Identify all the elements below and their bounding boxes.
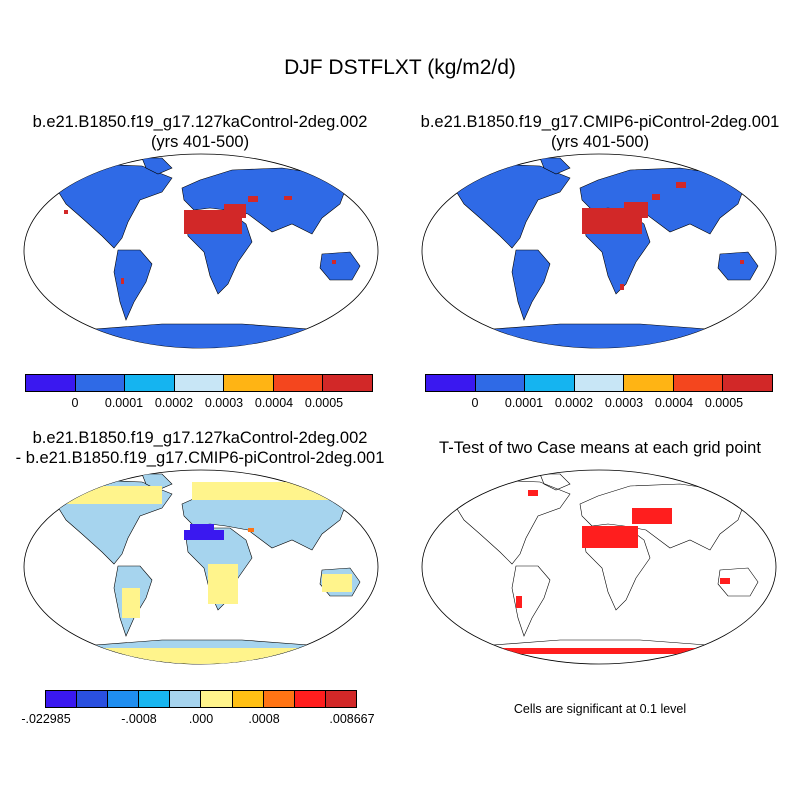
colorbar-panel3-swatch: [108, 691, 140, 707]
colorbar-panel3-label: .008667: [329, 712, 375, 726]
panel3-title-line2: - b.e21.B1850.f19_g17.CMIP6-piControl-2d…: [15, 449, 385, 467]
colorbar-panel2-swatch: [525, 375, 575, 391]
colorbar-panel2-label: 0.0004: [654, 396, 694, 410]
colorbar-panel1-label: 0.0002: [154, 396, 194, 410]
colorbar-panel3-swatch: [325, 691, 356, 707]
colorbar-panel1-label: 0: [71, 396, 79, 410]
colorbar-panel3-swatch: [201, 691, 233, 707]
colorbar-panel3-swatch: [294, 691, 326, 707]
colorbar-panel2-label: 0: [471, 396, 479, 410]
colorbar-panel1-swatch: [174, 375, 225, 391]
colorbar-panel1-swatch: [273, 375, 324, 391]
colorbar-panel2-swatch: [574, 375, 625, 391]
colorbar-panel3-label: .0008: [248, 712, 280, 726]
colorbar-panel3: [45, 690, 357, 708]
panel1-title-line2: (yrs 401-500): [150, 133, 250, 151]
colorbar-panel3-swatch: [263, 691, 295, 707]
panel1-title-line1: b.e21.B1850.f19_g17.127kaControl-2deg.00…: [32, 113, 368, 131]
colorbar-panel1-label: 0.0005: [304, 396, 344, 410]
colorbar-panel2-label: 0.0003: [604, 396, 644, 410]
colorbar-panel2-label: 0.0005: [704, 396, 744, 410]
colorbar-panel2-label: 0.0001: [504, 396, 544, 410]
colorbar-panel2-label: 0.0002: [554, 396, 594, 410]
panel1-title: b.e21.B1850.f19_g17.127kaControl-2deg.00…: [0, 112, 400, 152]
colorbar-panel2: [425, 374, 773, 392]
colorbar-panel1-swatch: [26, 375, 76, 391]
panel3-title-line1: b.e21.B1850.f19_g17.127kaControl-2deg.00…: [32, 429, 368, 447]
colorbar-panel3-label: -.022985: [21, 712, 71, 726]
figure-title: DJF DSTFLXT (kg/m2/d): [284, 56, 516, 79]
panel2-title-line1: b.e21.B1850.f19_g17.CMIP6-piControl-2deg…: [420, 113, 780, 131]
colorbar-panel1-label: 0.0003: [204, 396, 244, 410]
panel4-title: T-Test of two Case means at each grid po…: [400, 438, 800, 458]
colorbar-panel2-swatch: [624, 375, 674, 391]
colorbar-panel1-swatch: [75, 375, 126, 391]
significance-note: Cells are significant at 0.1 level: [513, 702, 687, 716]
map-panel3: [23, 469, 379, 665]
colorbar-panel3-swatch: [77, 691, 109, 707]
colorbar-panel2-swatch: [475, 375, 526, 391]
colorbar-panel3-label: -.0008: [121, 712, 157, 726]
colorbar-panel3-swatch: [139, 691, 171, 707]
colorbar-panel1-label: 0.0004: [254, 396, 294, 410]
colorbar-panel2-swatch: [673, 375, 724, 391]
colorbar-panel3-swatch: [170, 691, 202, 707]
colorbar-panel1: [25, 374, 373, 392]
colorbar-panel2-swatch: [723, 375, 773, 391]
panel4-title-line1: T-Test of two Case means at each grid po…: [439, 439, 761, 457]
colorbar-panel3-swatch: [232, 691, 264, 707]
colorbar-panel1-swatch: [323, 375, 373, 391]
colorbar-panel3-label: .000: [188, 712, 214, 726]
colorbar-panel1-swatch: [125, 375, 175, 391]
panel2-title: b.e21.B1850.f19_g17.CMIP6-piControl-2deg…: [400, 112, 800, 152]
colorbar-panel2-swatch: [426, 375, 476, 391]
map-panel1: [23, 153, 379, 349]
colorbar-panel3-swatch: [46, 691, 78, 707]
colorbar-panel1-swatch: [224, 375, 274, 391]
map-panel2: [421, 153, 777, 349]
panel3-title: b.e21.B1850.f19_g17.127kaControl-2deg.00…: [0, 428, 400, 468]
colorbar-panel1-label: 0.0001: [104, 396, 144, 410]
panel2-title-line2: (yrs 401-500): [550, 133, 650, 151]
map-panel4: [421, 469, 777, 665]
